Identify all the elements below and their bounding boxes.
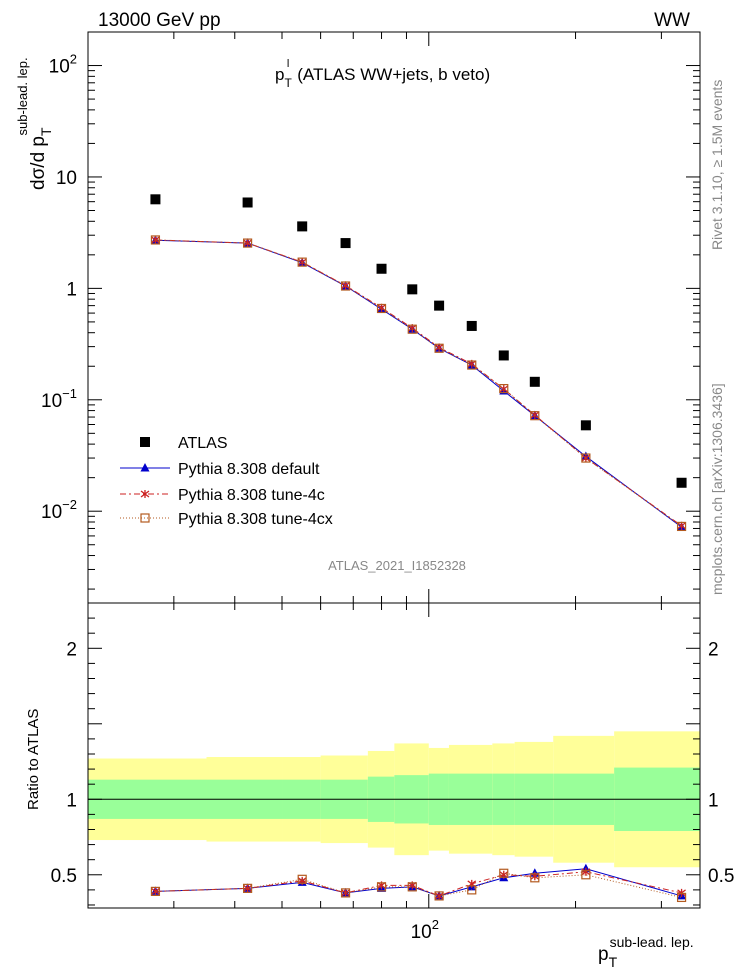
analysis-id: ATLAS_2021_I1852328 bbox=[328, 558, 466, 573]
x-tick-label: 102 bbox=[411, 917, 439, 943]
header-right: WW bbox=[654, 10, 690, 31]
data-point bbox=[150, 235, 161, 245]
data-point bbox=[580, 420, 591, 431]
data-point bbox=[499, 384, 509, 393]
plot-title: pTl(ATLAS WW+jets, b veto) bbox=[275, 58, 490, 90]
ratio-series-line bbox=[155, 868, 682, 897]
data-point bbox=[498, 350, 509, 361]
data-point bbox=[466, 320, 477, 331]
legend-marker bbox=[140, 513, 150, 523]
legend: ATLAS Pythia 8.308 default Pythia 8.308 tu… bbox=[120, 435, 333, 528]
data-point bbox=[407, 284, 418, 295]
legend-label: Pythia 8.308 tune-4cx bbox=[178, 511, 333, 528]
data-point bbox=[530, 411, 540, 420]
x-axis-label: pTsub-lead. lep. bbox=[598, 934, 694, 970]
data-point bbox=[340, 281, 351, 291]
ratio-tick-label-left: 0.5 bbox=[51, 866, 77, 887]
ratio-tick-label-right: 2 bbox=[708, 639, 719, 660]
legend-label: Pythia 8.308 tune-4c bbox=[178, 487, 325, 504]
ratio-point bbox=[407, 882, 417, 892]
ratio-tick-label-right: 1 bbox=[708, 790, 719, 811]
data-point bbox=[150, 194, 161, 205]
ratio-point bbox=[676, 892, 687, 903]
legend-marker bbox=[140, 437, 150, 447]
header-left: 13000 GeV pp bbox=[98, 10, 221, 31]
series-line bbox=[155, 239, 682, 527]
ratio-point bbox=[434, 891, 444, 901]
data-point bbox=[434, 300, 445, 311]
y-tick-label: 1 bbox=[66, 279, 77, 300]
data-point bbox=[340, 238, 351, 249]
ratio-point bbox=[530, 873, 540, 883]
ratio-series-line bbox=[155, 872, 682, 898]
data-point bbox=[243, 238, 253, 248]
main-panel: 102 10 1 10−1 10−2 bbox=[41, 31, 701, 604]
data-point bbox=[677, 521, 686, 530]
rivet-label: Rivet 3.1.10, ≥ 1.5M events bbox=[709, 80, 725, 250]
data-point bbox=[434, 343, 444, 353]
ratio-frame bbox=[87, 602, 701, 909]
ratio-point bbox=[376, 882, 387, 892]
data-point bbox=[297, 257, 307, 267]
data-point bbox=[376, 263, 387, 274]
data-point bbox=[676, 521, 687, 532]
ratio-tick-label-right: 0.5 bbox=[708, 866, 734, 887]
legend-marker bbox=[140, 490, 150, 498]
data-point bbox=[530, 411, 540, 421]
ratio-point bbox=[581, 870, 591, 880]
ratio-point bbox=[340, 888, 351, 898]
ratio-panel: 2 2 1 1 0.5 0.5 102 bbox=[51, 602, 734, 943]
data-point bbox=[377, 303, 386, 312]
legend-label: ATLAS bbox=[178, 435, 228, 452]
y-tick-label: 10−1 bbox=[41, 386, 77, 412]
ratio-point bbox=[467, 879, 477, 888]
mcplots-label: mcplots.cern.ch [arXiv:1306.3436] bbox=[709, 383, 725, 595]
ratio-series-line bbox=[155, 871, 682, 897]
ratio-point bbox=[297, 874, 307, 884]
data-point bbox=[581, 453, 591, 463]
y-tick-label: 10−2 bbox=[41, 497, 77, 523]
legend-marker bbox=[140, 463, 150, 472]
y-tick-label: 10 bbox=[56, 168, 77, 189]
data-point bbox=[297, 221, 308, 232]
data-point bbox=[676, 477, 687, 488]
ratio-tick-label-left: 2 bbox=[66, 639, 77, 660]
ratio-axis-label: Ratio to ATLAS bbox=[25, 709, 42, 810]
data-point bbox=[242, 197, 253, 208]
series-line bbox=[155, 239, 682, 528]
legend-label: Pythia 8.308 default bbox=[178, 461, 320, 478]
data-point bbox=[499, 384, 509, 394]
ratio-point bbox=[467, 885, 477, 895]
ratio-point bbox=[243, 884, 252, 893]
ratio-point bbox=[341, 888, 350, 897]
data-point bbox=[467, 360, 477, 370]
data-point bbox=[407, 324, 417, 334]
ratio-point bbox=[499, 868, 509, 878]
series-line bbox=[155, 239, 682, 527]
ratio-point bbox=[581, 867, 591, 876]
ratio-point bbox=[150, 886, 161, 896]
ratio-tick-label-left: 1 bbox=[66, 790, 77, 811]
ratio-point bbox=[243, 883, 253, 893]
data-point bbox=[376, 303, 387, 314]
data-point bbox=[341, 281, 350, 290]
data-point bbox=[529, 376, 540, 387]
y-axis-label: dσ/d pTsub-lead. lep. bbox=[15, 57, 54, 190]
y-tick-label: 102 bbox=[49, 52, 77, 78]
data-point bbox=[243, 239, 252, 248]
